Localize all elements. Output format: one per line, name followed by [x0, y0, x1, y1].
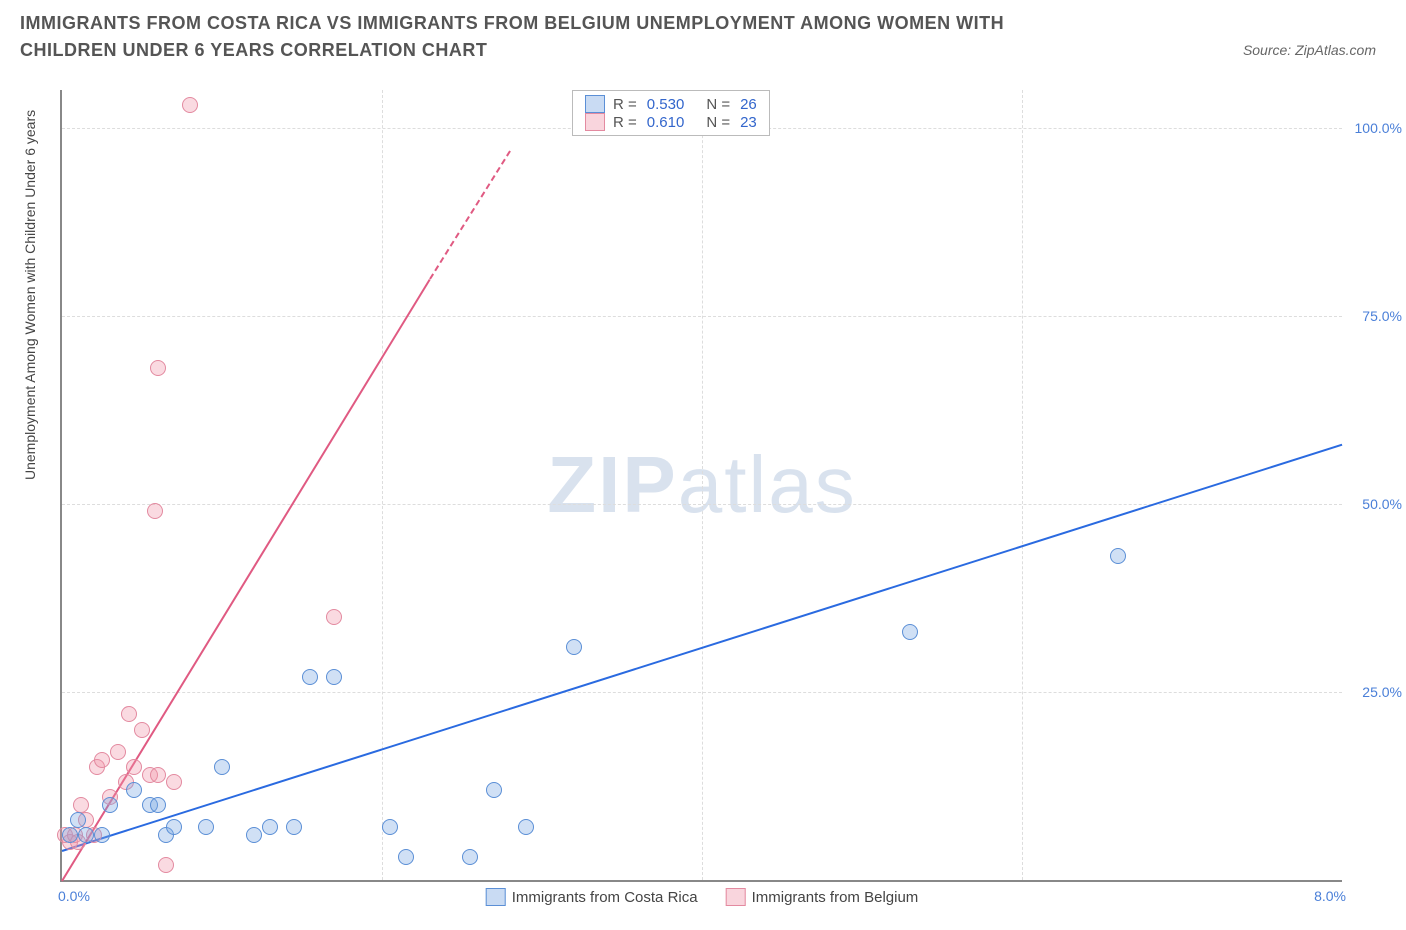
data-point: [73, 797, 89, 813]
data-point: [150, 797, 166, 813]
data-point: [158, 857, 174, 873]
r-value-a: 0.530: [647, 96, 685, 113]
data-point: [150, 767, 166, 783]
data-point: [126, 759, 142, 775]
watermark-atlas: atlas: [678, 440, 857, 529]
data-point: [326, 609, 342, 625]
data-point: [198, 819, 214, 835]
r-label-b: R =: [613, 114, 637, 131]
data-point: [126, 782, 142, 798]
data-point: [62, 827, 78, 843]
data-point: [382, 819, 398, 835]
data-point: [262, 819, 278, 835]
data-point: [134, 722, 150, 738]
y-tick-label: 25.0%: [1347, 684, 1402, 700]
r-label-a: R =: [613, 96, 637, 113]
data-point: [326, 669, 342, 685]
y-axis-label: Unemployment Among Women with Children U…: [22, 110, 38, 480]
x-tick-min: 0.0%: [58, 888, 90, 904]
swatch-a-icon: [486, 888, 506, 906]
n-value-b: 23: [740, 114, 757, 131]
data-point: [102, 797, 118, 813]
watermark-zip: ZIP: [547, 440, 677, 529]
data-point: [121, 706, 137, 722]
chart-plot-area: ZIPatlas R = 0.530 N = 26 R = 0.610 N = …: [60, 90, 1342, 882]
swatch-series-a-icon: [585, 95, 605, 113]
data-point: [94, 827, 110, 843]
data-point: [78, 827, 94, 843]
legend-item-a: Immigrants from Costa Rica: [486, 888, 698, 906]
y-tick-label: 75.0%: [1347, 308, 1402, 324]
n-label-a: N =: [706, 96, 730, 113]
legend-correlation: R = 0.530 N = 26 R = 0.610 N = 23: [572, 90, 770, 136]
n-label-b: N =: [706, 114, 730, 131]
y-tick-label: 100.0%: [1347, 120, 1402, 136]
swatch-b-icon: [726, 888, 746, 906]
legend-series: Immigrants from Costa Rica Immigrants fr…: [486, 888, 919, 906]
data-point: [70, 812, 86, 828]
data-point: [94, 752, 110, 768]
legend-row-a: R = 0.530 N = 26: [583, 95, 759, 113]
data-point: [182, 97, 198, 113]
data-point: [462, 849, 478, 865]
data-point: [486, 782, 502, 798]
legend-item-a-label: Immigrants from Costa Rica: [512, 889, 698, 906]
x-tick-max: 8.0%: [1314, 888, 1346, 904]
data-point: [110, 744, 126, 760]
data-point: [302, 669, 318, 685]
legend-row-b: R = 0.610 N = 23: [583, 113, 759, 131]
data-point: [246, 827, 262, 843]
data-point: [150, 360, 166, 376]
source-label: Source: ZipAtlas.com: [1243, 42, 1376, 58]
grid-v: [1022, 90, 1023, 880]
y-tick-label: 50.0%: [1347, 496, 1402, 512]
n-value-a: 26: [740, 96, 757, 113]
chart-title: IMMIGRANTS FROM COSTA RICA VS IMMIGRANTS…: [20, 10, 1100, 64]
swatch-series-b-icon: [585, 113, 605, 131]
data-point: [166, 774, 182, 790]
data-point: [166, 819, 182, 835]
data-point: [286, 819, 302, 835]
data-point: [1110, 548, 1126, 564]
r-value-b: 0.610: [647, 114, 685, 131]
trend-line: [429, 151, 511, 280]
data-point: [902, 624, 918, 640]
grid-v: [382, 90, 383, 880]
data-point: [518, 819, 534, 835]
grid-v: [702, 90, 703, 880]
legend-item-b-label: Immigrants from Belgium: [752, 889, 919, 906]
data-point: [147, 503, 163, 519]
data-point: [566, 639, 582, 655]
legend-item-b: Immigrants from Belgium: [726, 888, 919, 906]
data-point: [398, 849, 414, 865]
data-point: [214, 759, 230, 775]
